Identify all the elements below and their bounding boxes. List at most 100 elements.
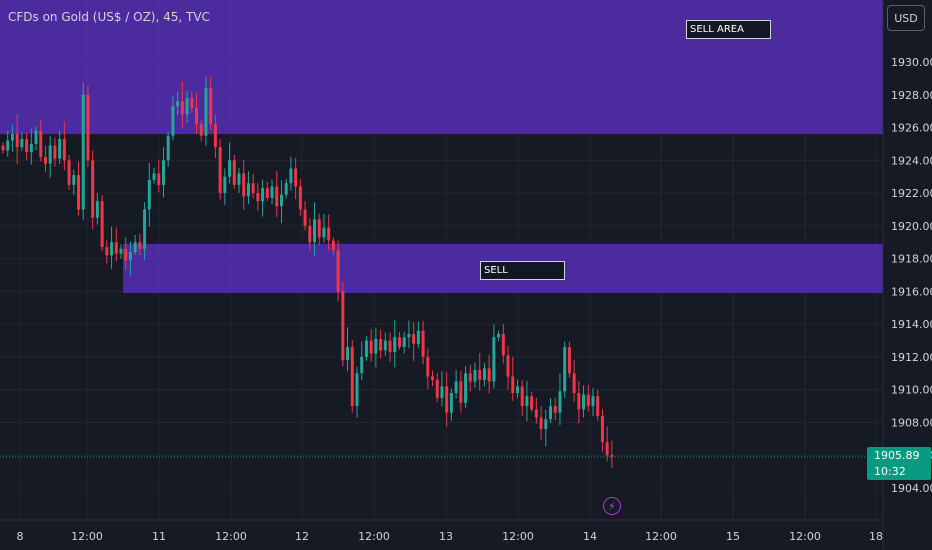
candle-body <box>596 396 600 416</box>
candle-body <box>426 356 430 377</box>
price-axis-label: 1930.00 <box>891 56 932 69</box>
candle-body <box>232 160 236 185</box>
candle-body <box>364 340 368 357</box>
sell-label[interactable]: SELL <box>480 261 565 280</box>
candle-body <box>29 143 33 153</box>
candle-body <box>237 173 241 185</box>
candle-body <box>563 347 567 392</box>
candle-body <box>412 333 416 344</box>
candle-body <box>610 455 614 458</box>
candle-body <box>105 247 109 256</box>
time-axis-label: 15 <box>726 530 740 543</box>
candle-body <box>284 183 288 195</box>
candle-body <box>478 370 482 380</box>
candle-body <box>100 201 104 248</box>
candle-body <box>577 392 581 410</box>
candle-body <box>520 386 524 407</box>
price-axis-label: 1912.00 <box>891 351 932 364</box>
candle-body <box>327 227 331 241</box>
candle-body <box>331 240 335 251</box>
candle-body <box>294 168 298 187</box>
lightning-icon[interactable]: ⚡ <box>603 497 621 515</box>
candle-body <box>341 291 345 361</box>
candle-body <box>435 379 439 398</box>
bar-countdown: 10:32 <box>874 465 906 478</box>
candle-body <box>91 160 95 218</box>
candle-body <box>473 370 477 382</box>
time-axis-label: 8 <box>17 530 24 543</box>
candle-body <box>176 101 180 107</box>
candle-body <box>487 368 491 382</box>
sell-area-label[interactable]: SELL AREA <box>686 20 771 39</box>
candle-body <box>539 417 543 430</box>
candle-body <box>374 338 378 354</box>
symbol-title[interactable]: CFDs on Gold (US$ / OZ), 45, TVC <box>8 10 210 24</box>
candle-body <box>256 193 260 202</box>
candle-body <box>501 333 505 356</box>
candle-body <box>270 186 274 198</box>
candle-body <box>492 337 496 382</box>
candle-body <box>553 406 557 413</box>
time-axis-label: 13 <box>439 530 453 543</box>
candle-body <box>223 176 227 194</box>
candle-body <box>133 242 137 253</box>
candle-body <box>530 396 534 410</box>
candle-body <box>525 396 529 407</box>
candle-body <box>95 201 99 218</box>
candle-body <box>482 368 486 380</box>
last-price-tag: 1905.89 10:32 <box>867 447 931 480</box>
price-axis-label: 1910.00 <box>891 384 932 397</box>
candle-body <box>440 386 444 398</box>
candle-body <box>313 219 317 243</box>
candle-body <box>261 188 265 202</box>
candle-body <box>586 394 590 407</box>
price-axis-label: 1914.00 <box>891 318 932 331</box>
candle-body <box>128 252 132 261</box>
candle-body <box>497 333 501 338</box>
candle-body <box>558 391 562 413</box>
candle-body <box>48 145 52 164</box>
time-axis-label: 12 <box>295 530 309 543</box>
candle-body <box>393 337 397 353</box>
candle-body <box>379 338 383 351</box>
currency-button[interactable]: USD <box>887 5 925 31</box>
candle-body <box>242 173 246 197</box>
price-axis-label: 1904.00 <box>891 482 932 495</box>
candle-body <box>449 392 453 413</box>
candle-body <box>204 88 208 136</box>
candle-body <box>180 101 184 115</box>
candle-body <box>218 147 222 194</box>
candle-body <box>582 394 586 410</box>
candle-body <box>119 248 123 254</box>
candle-body <box>572 373 576 393</box>
candle-body <box>298 186 302 210</box>
candle-body <box>185 98 189 115</box>
candle-body <box>213 124 217 148</box>
candle-body <box>369 340 373 354</box>
time-axis-label: 12:00 <box>358 530 390 543</box>
candle-body <box>171 106 175 136</box>
candle-body <box>544 419 548 430</box>
candle-body <box>62 139 66 161</box>
candle-body <box>534 409 538 418</box>
candle-body <box>147 179 151 210</box>
price-axis-label: 1920.00 <box>891 220 932 233</box>
candle-body <box>6 140 10 151</box>
candle-body <box>10 134 14 141</box>
candle-body <box>511 376 515 393</box>
candle-body <box>515 386 519 393</box>
candle-body <box>77 175 81 210</box>
candle-body <box>228 160 232 177</box>
price-axis-label: 1916.00 <box>891 285 932 298</box>
price-axis-label: 1908.00 <box>891 416 932 429</box>
candle-body <box>600 415 604 443</box>
candle-body <box>303 209 307 226</box>
candle-body <box>166 135 170 161</box>
candle-body <box>209 88 213 125</box>
candle-body <box>279 194 283 207</box>
candle-body <box>416 330 420 344</box>
candle-body <box>407 333 411 338</box>
candle-body <box>143 209 147 249</box>
